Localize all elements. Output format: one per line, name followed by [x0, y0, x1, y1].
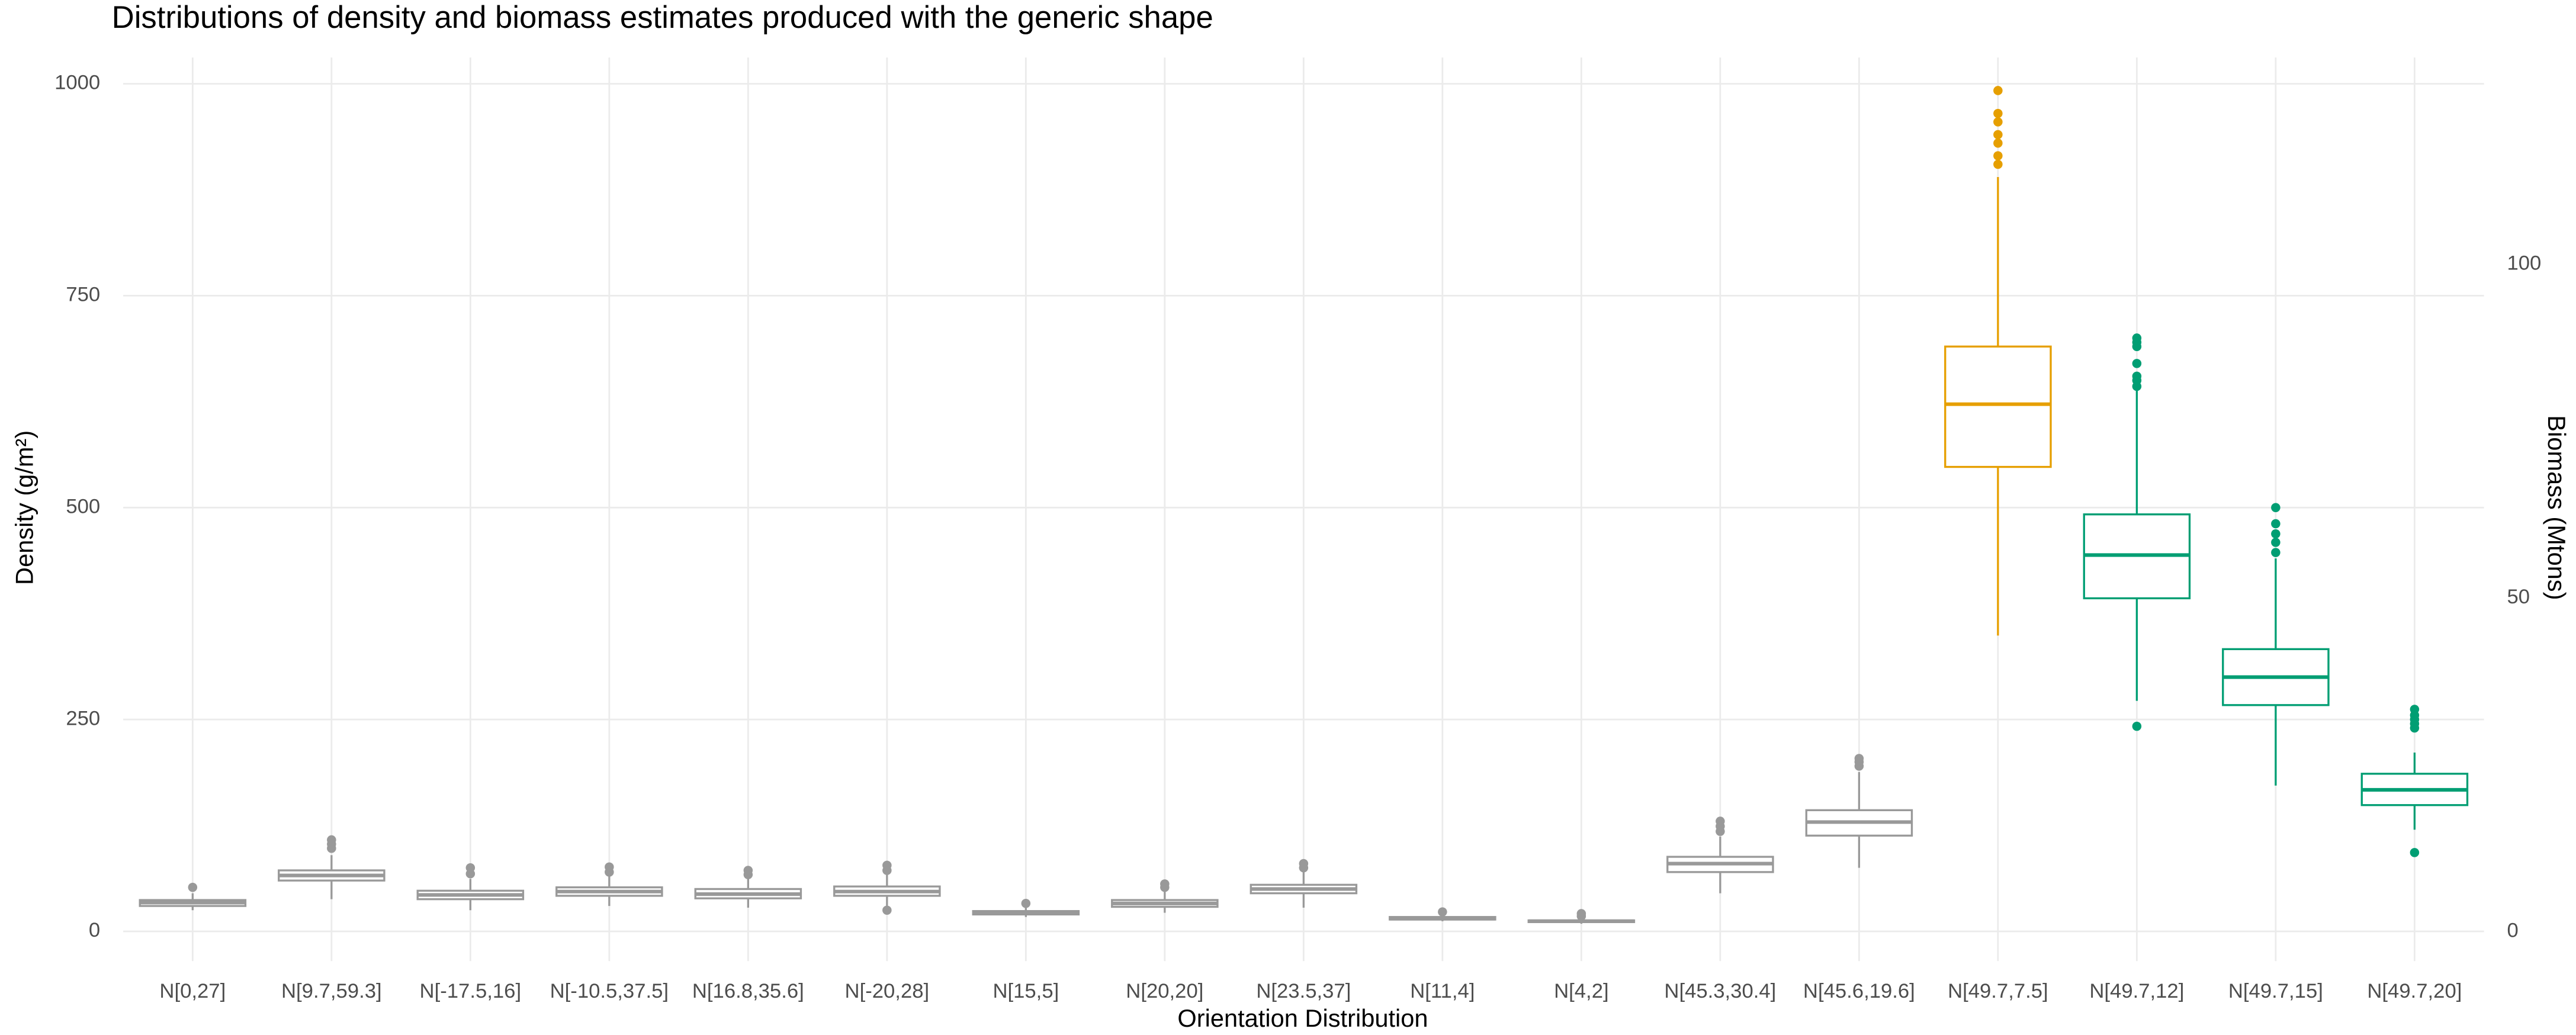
x-axis-title: Orientation Distribution [1177, 1004, 1428, 1032]
x-tick-label: N[15,5] [993, 980, 1059, 1002]
box [1944, 345, 2052, 468]
outlier [2410, 848, 2420, 857]
outlier [465, 863, 476, 873]
outlier [1021, 899, 1031, 908]
x-tick-label: N[-17.5,16] [420, 980, 522, 1002]
y-tick-label: 750 [66, 284, 100, 306]
x-tick-label: N[4,2] [1554, 980, 1609, 1002]
grid [123, 57, 2484, 962]
outlier [327, 835, 336, 845]
x-tick-label: N[20,20] [1126, 980, 1203, 1002]
y-tick-label: 500 [66, 495, 100, 518]
x-tick-label: N[-10.5,37.5] [550, 980, 669, 1002]
outlier [2132, 721, 2142, 731]
outlier [1576, 909, 1586, 918]
outlier [2132, 359, 2142, 368]
outlier [1993, 86, 2003, 95]
outlier [2132, 333, 2142, 343]
y2-tick-label: 50 [2507, 586, 2530, 608]
outlier [1993, 138, 2003, 148]
outlier [1993, 117, 2003, 127]
x-tick-label: N[23.5,37] [1256, 980, 1351, 1002]
outlier [188, 882, 198, 892]
outlier [605, 862, 614, 872]
outlier [743, 866, 753, 875]
outlier [1160, 879, 1170, 889]
x-tick-label: N[11,4] [1410, 980, 1475, 1002]
x-tick-label: N[45.6,19.6] [1803, 980, 1915, 1002]
x-tick-label: N[16.8,35.6] [692, 980, 804, 1002]
chart-title: Distributions of density and biomass est… [112, 0, 1213, 35]
outlier [1993, 159, 2003, 169]
outlier [2271, 538, 2281, 547]
y-axis-title: Density (g/m²) [10, 430, 38, 585]
x-tick-label: N[-20,28] [845, 980, 930, 1002]
outlier [1854, 754, 1864, 763]
outlier [1993, 130, 2003, 140]
plot-area [139, 86, 2469, 924]
outlier [882, 860, 892, 870]
outlier [1993, 108, 2003, 118]
y2-tick-label: 100 [2507, 252, 2541, 275]
outlier [1993, 151, 2003, 160]
outlier [2271, 529, 2281, 539]
outlier [1438, 907, 1447, 917]
x-tick-label: N[0,27] [159, 980, 226, 1002]
outlier [2271, 548, 2281, 557]
outlier [2132, 371, 2142, 381]
outlier [882, 905, 892, 915]
outlier [2271, 503, 2281, 513]
y-tick-label: 0 [89, 919, 100, 941]
y2-axis-title: Biomass (Mtons) [2543, 415, 2571, 600]
y-tick-label: 1000 [54, 72, 100, 94]
outlier [2271, 519, 2281, 529]
x-tick-label: N[49.7,7.5] [1948, 980, 2048, 1002]
x-tick-label: N[49.7,15] [2228, 980, 2323, 1002]
x-tick-label: N[9.7,59.3] [281, 980, 382, 1002]
outlier [2410, 705, 2420, 714]
y2-tick-label: 0 [2507, 920, 2518, 942]
outlier [1716, 817, 1725, 826]
x-tick-label: N[45.3,30.4] [1664, 980, 1776, 1002]
x-tick-label: N[49.7,12] [2089, 980, 2184, 1002]
outlier [1299, 859, 1309, 869]
x-tick-label: N[49.7,20] [2367, 980, 2462, 1002]
y-tick-label: 250 [66, 707, 100, 729]
